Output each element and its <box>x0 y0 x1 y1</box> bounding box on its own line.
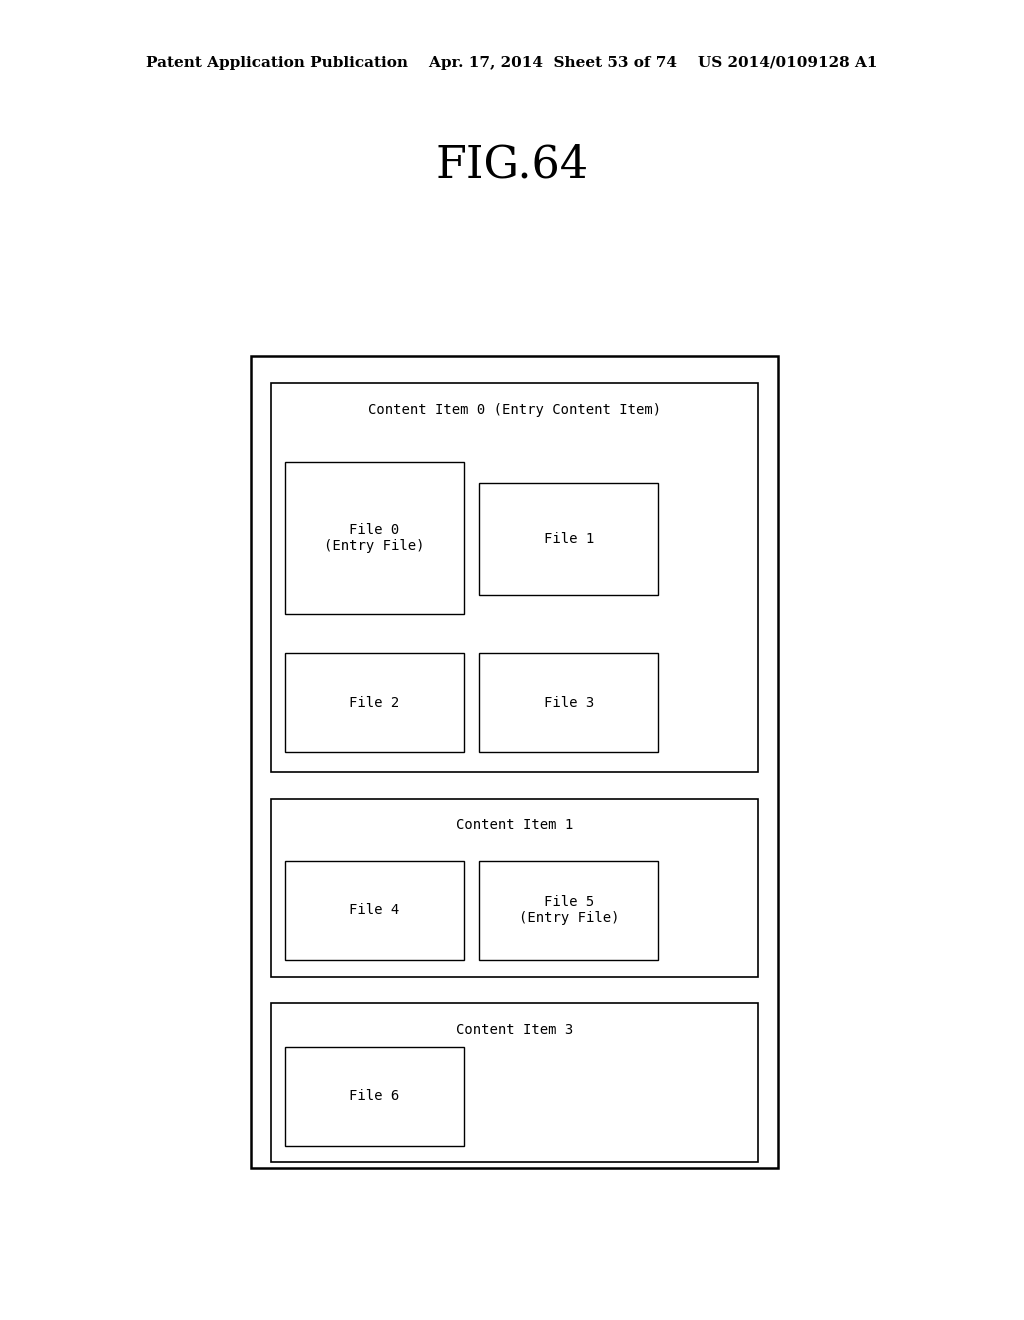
Bar <box>479 483 658 595</box>
Bar <box>271 1003 758 1162</box>
Text: File 5
(Entry File): File 5 (Entry File) <box>518 895 620 925</box>
Bar <box>271 383 758 772</box>
Bar <box>271 799 758 977</box>
Text: File 2: File 2 <box>349 696 399 710</box>
Bar <box>479 861 658 960</box>
Text: Patent Application Publication    Apr. 17, 2014  Sheet 53 of 74    US 2014/01091: Patent Application Publication Apr. 17, … <box>146 57 878 70</box>
Text: Content Item 1: Content Item 1 <box>456 818 573 833</box>
Bar <box>285 1047 464 1146</box>
Bar <box>251 356 778 1168</box>
Text: File 3: File 3 <box>544 696 594 710</box>
Bar <box>285 462 464 614</box>
Text: FIG.64: FIG.64 <box>435 144 589 186</box>
Text: Content Item 0 (Entry Content Item): Content Item 0 (Entry Content Item) <box>368 403 662 417</box>
Bar <box>285 653 464 752</box>
Text: File 0
(Entry File): File 0 (Entry File) <box>324 523 425 553</box>
Text: Content Item 3: Content Item 3 <box>456 1023 573 1038</box>
Text: File 1: File 1 <box>544 532 594 546</box>
Bar <box>479 653 658 752</box>
Bar <box>285 861 464 960</box>
Text: File 4: File 4 <box>349 903 399 917</box>
Text: File 6: File 6 <box>349 1089 399 1104</box>
